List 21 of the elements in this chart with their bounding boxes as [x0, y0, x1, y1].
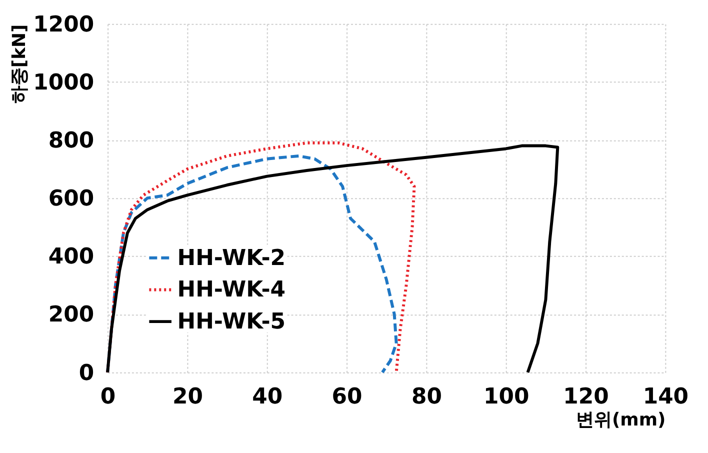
x-axis-title: 변위(mm) [576, 410, 666, 431]
x-tick-label: 140 [642, 384, 689, 410]
x-tick-label: 100 [484, 384, 530, 410]
y-axis-title: 하중[kN] [9, 24, 30, 104]
y-tick-label: 600 [48, 186, 94, 212]
x-tick-label: 80 [411, 384, 442, 410]
legend-label: HH-WK-4 [177, 278, 286, 303]
x-tick-label: 60 [332, 384, 362, 410]
y-tick-label: 200 [48, 302, 94, 328]
legend-label: HH-WK-2 [177, 246, 286, 271]
line-series [106, 144, 560, 374]
x-tick-label: 20 [172, 384, 203, 410]
y-tick-label: 0 [78, 360, 94, 386]
x-tick-label: 120 [563, 384, 609, 410]
y-tick-label: 800 [48, 128, 94, 154]
y-tick-label: 1000 [33, 70, 94, 96]
x-tick-label: 40 [252, 384, 283, 410]
legend-label: HH-WK-5 [177, 310, 286, 335]
y-tick-label: 1200 [33, 12, 94, 38]
y-tick-label: 400 [48, 244, 94, 270]
x-tick-label: 0 [100, 384, 116, 410]
